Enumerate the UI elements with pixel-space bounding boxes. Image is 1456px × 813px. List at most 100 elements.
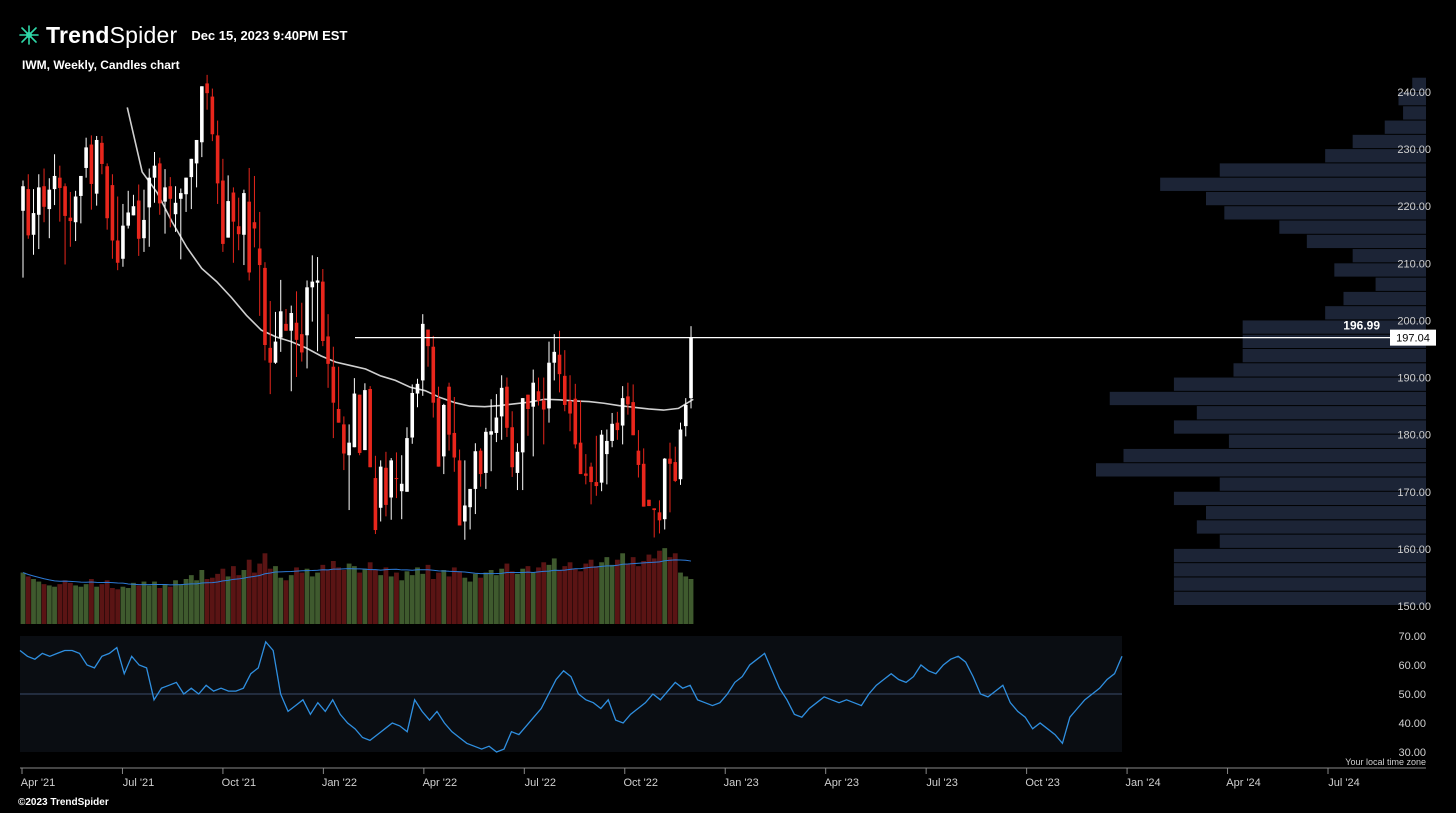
candle (689, 326, 693, 409)
volume-bar (672, 553, 678, 624)
volume-bar (593, 566, 599, 624)
candle (420, 314, 425, 396)
candle (147, 168, 152, 247)
candle (594, 435, 599, 496)
price-axis: 240.00 230.00 220.00 210.00 200.00 190.00 180.… (1397, 87, 1431, 613)
volume-bar (551, 558, 557, 624)
volume-profile-bar (1206, 506, 1426, 520)
candle (589, 462, 593, 505)
candle (384, 451, 388, 517)
time-tick-label: Oct '22 (624, 777, 659, 789)
volume-profile-bar (1325, 149, 1426, 163)
candle (200, 86, 204, 158)
volume-bar (220, 568, 226, 624)
candle (562, 350, 567, 412)
volume-profile-bar (1173, 491, 1426, 506)
volume-bar (504, 563, 510, 624)
candle (399, 455, 404, 520)
time-tick-label: Jul '23 (926, 777, 957, 789)
volume-profile-bar (1173, 563, 1426, 577)
candle (463, 460, 467, 540)
candle (426, 329, 430, 367)
candle (673, 446, 678, 483)
candle (326, 314, 330, 388)
candle-body (673, 462, 678, 481)
volume-bar (467, 581, 473, 624)
candle (179, 188, 183, 260)
volume-bar (683, 576, 689, 624)
last-price-badge (1390, 329, 1436, 346)
volume-profile-bar (1196, 520, 1426, 534)
candle (121, 203, 125, 267)
candle (457, 449, 462, 526)
volume-bar (162, 584, 168, 624)
volume-bar (641, 561, 647, 624)
candle-body (399, 483, 404, 492)
candle (284, 309, 288, 331)
horizontal-level[interactable]: 196.99 197.04 (355, 319, 1436, 346)
candle-body (605, 440, 609, 455)
candle-body (236, 226, 241, 235)
volume-bar (188, 575, 194, 624)
candle-body (215, 135, 220, 184)
volume-bar (420, 573, 426, 624)
candle (499, 375, 504, 440)
volume-bar (346, 563, 352, 624)
price-tick-label: 190.00 (1397, 373, 1431, 385)
candle (210, 88, 215, 142)
candle-body (520, 398, 525, 453)
candle (84, 137, 88, 178)
volume-bar (378, 575, 384, 624)
rsi-tick-label: 60.00 (1398, 660, 1426, 672)
candle (100, 135, 104, 175)
candle-body (568, 400, 572, 414)
timestamp: Dec 15, 2023 9:40PM EST (191, 27, 348, 43)
volume-profile-bar (1228, 434, 1426, 448)
candle (494, 394, 499, 443)
candle-body (510, 427, 514, 468)
candle-body (210, 96, 215, 135)
volume-bar (499, 568, 505, 624)
candle (273, 311, 278, 364)
volume-bar (25, 576, 31, 624)
volume-bar (688, 579, 694, 624)
candle-body (42, 186, 46, 207)
candle-body (242, 193, 246, 235)
candle (142, 189, 146, 252)
candle (136, 184, 141, 256)
volume-bar (441, 570, 447, 624)
candle-body (363, 390, 367, 451)
volume-bar (283, 580, 289, 624)
candle-body (205, 83, 209, 94)
candle-body (189, 158, 194, 178)
volume-bar (299, 572, 305, 624)
candle (678, 422, 683, 485)
volume-profile-bar (1242, 320, 1426, 334)
candle-body (447, 386, 451, 435)
candle (173, 186, 178, 232)
volume-profile-bar (1325, 306, 1426, 320)
candle-body (689, 337, 693, 399)
candle-body (310, 281, 315, 288)
candle-body (100, 142, 104, 164)
candle (352, 378, 357, 448)
candle (63, 183, 67, 265)
volume-bar (36, 581, 42, 624)
candle (357, 394, 362, 456)
volume-bar (320, 564, 326, 624)
volume-bar (572, 568, 578, 624)
candle (520, 398, 525, 491)
volume-bar (267, 568, 273, 624)
price-tick-label: 230.00 (1397, 144, 1431, 156)
candle (184, 177, 188, 212)
candle (536, 377, 541, 406)
volume-bar (157, 588, 163, 624)
candle (342, 416, 346, 471)
volume-profile-bar (1403, 106, 1426, 120)
candle (652, 508, 656, 538)
volume-bar (104, 580, 110, 624)
volume-bar (599, 562, 604, 624)
candle (394, 452, 399, 499)
volume-profile-bar (1109, 391, 1426, 406)
